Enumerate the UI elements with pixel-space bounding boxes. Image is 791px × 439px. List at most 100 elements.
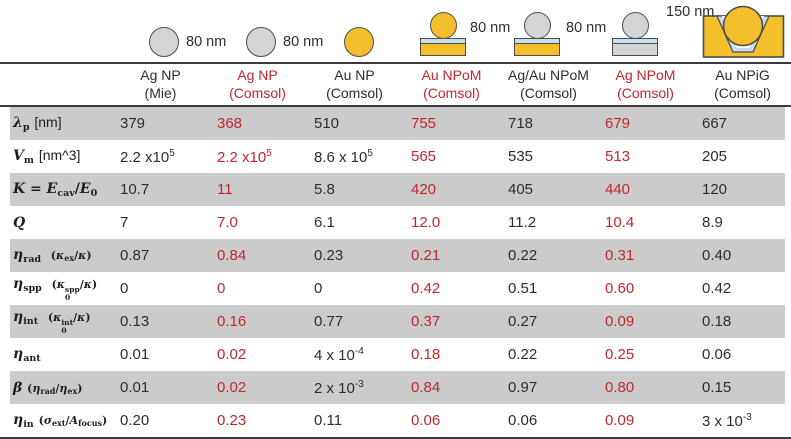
value-cell: 0.06 bbox=[508, 412, 538, 429]
column-title: Ag NP bbox=[140, 66, 181, 83]
value-cell: 8.6 x 105 bbox=[314, 147, 373, 166]
value-cell: 0.06 bbox=[411, 412, 441, 429]
value-cell: 7.0 bbox=[217, 214, 238, 231]
value-cell: 0.11 bbox=[314, 412, 343, 429]
column-title: Au NPoM bbox=[421, 66, 482, 83]
value-cell: 0.13 bbox=[120, 313, 150, 330]
value-cell: 0.77 bbox=[314, 313, 344, 330]
value-cell: 4 x 10-4 bbox=[314, 345, 364, 364]
ag-npom-icon bbox=[612, 12, 658, 58]
value-cell: 0.84 bbox=[411, 379, 441, 396]
value-cell: 2.2 x105 bbox=[120, 147, 175, 166]
size-label-150nm: 150 nm bbox=[666, 4, 715, 20]
value-cell: 0.06 bbox=[702, 346, 732, 363]
silver-mirror-icon bbox=[612, 44, 658, 56]
value-cell: 0.22 bbox=[508, 346, 538, 363]
value-cell: 3 x 10-3 bbox=[702, 411, 752, 430]
row-label: ηant bbox=[13, 345, 41, 364]
value-cell: 2 x 10-3 bbox=[314, 378, 364, 397]
size-label-80nm: 80 nm bbox=[470, 20, 511, 36]
row-label: ηspp (κ spp 0/κ) bbox=[13, 275, 98, 302]
column-method: (Comsol) bbox=[229, 84, 286, 101]
table-row: ηspp (κ spp 0/κ) 0 0 0 0.42 0.51 0.60 0.42 bbox=[0, 272, 791, 305]
value-cell: 0.02 bbox=[217, 379, 247, 396]
column-method: (Comsol) bbox=[423, 84, 480, 101]
value-cell: 510 bbox=[314, 115, 340, 132]
column-method: (Mie) bbox=[144, 84, 177, 101]
au-np-sphere-icon bbox=[344, 27, 374, 57]
row-label: K = Ecav/E0 bbox=[13, 180, 98, 199]
gold-mirror-icon bbox=[420, 44, 466, 56]
value-cell: 0.40 bbox=[702, 247, 732, 264]
value-cell: 5.8 bbox=[314, 181, 335, 198]
table-header-row: Ag NP (Mie) Ag NP (Comsol) Au NP (Comsol… bbox=[0, 62, 791, 107]
value-cell: 0.60 bbox=[605, 280, 635, 297]
column-method: (Comsol) bbox=[520, 84, 577, 101]
au-npig-groove-icon bbox=[702, 5, 785, 58]
table-row: β (ηrad/ηex) 0.01 0.02 2 x 10-3 0.84 0.97 0.80… bbox=[0, 371, 791, 404]
value-cell: 0.15 bbox=[702, 379, 732, 396]
table-row: ηint (κ int 0/κ) 0.13 0.16 0.77 0.37 0.27 0.09 0.… bbox=[0, 305, 791, 338]
value-cell: 0.23 bbox=[314, 247, 344, 264]
value-cell: 0.21 bbox=[411, 247, 441, 264]
value-cell: 0.87 bbox=[120, 247, 150, 264]
value-cell: 7 bbox=[120, 214, 129, 231]
value-cell: 0.09 bbox=[605, 412, 635, 429]
column-method: (Comsol) bbox=[326, 84, 383, 101]
gold-mirror-icon bbox=[514, 44, 560, 56]
column-header-ag-np-mie: Ag NP (Mie) bbox=[112, 67, 209, 103]
table-row: ηin (σext/Afocus) 0.20 0.23 0.11 0.06 0.06 0.0… bbox=[0, 404, 791, 437]
row-label: ηrad (κex/κ) bbox=[13, 246, 92, 265]
table-body: λp [nm] 379 368 510 755 718 679 667 Vm [nm^3] 2.2… bbox=[0, 107, 791, 439]
value-cell: 0.01 bbox=[120, 379, 150, 396]
table-row: K = Ecav/E0 10.7 11 5.8 420 405 440 120 bbox=[0, 173, 791, 206]
value-cell: 0.18 bbox=[702, 313, 732, 330]
column-title: Ag/Au NPoM bbox=[508, 66, 589, 83]
value-cell: 0.97 bbox=[508, 379, 538, 396]
value-cell: 0.18 bbox=[411, 346, 441, 363]
value-cell: 0 bbox=[314, 280, 323, 297]
table-row: Vm [nm^3] 2.2 x105 2.2 x105 8.6 x 105 565 535… bbox=[0, 140, 791, 173]
value-cell: 11 bbox=[217, 181, 233, 198]
value-cell: 0.22 bbox=[508, 247, 538, 264]
value-cell: 10.4 bbox=[605, 214, 635, 231]
column-header-ag-au-npom-comsol: Ag/Au NPoM (Comsol) bbox=[500, 67, 597, 103]
column-header-au-npom-comsol: Au NPoM (Comsol) bbox=[403, 67, 500, 103]
table-row: λp [nm] 379 368 510 755 718 679 667 bbox=[0, 107, 791, 140]
au-npom-icon bbox=[420, 12, 466, 58]
value-cell: 11.2 bbox=[508, 214, 537, 231]
silver-ball-icon bbox=[621, 12, 649, 39]
value-cell: 0.20 bbox=[120, 412, 150, 429]
value-cell: 513 bbox=[605, 148, 631, 165]
value-cell: 0.37 bbox=[411, 313, 441, 330]
value-cell: 0 bbox=[217, 280, 226, 297]
column-method: (Comsol) bbox=[714, 84, 771, 101]
value-cell: 8.9 bbox=[702, 214, 723, 231]
silver-ball-icon bbox=[523, 12, 551, 39]
value-cell: 368 bbox=[217, 115, 243, 132]
value-cell: 6.1 bbox=[314, 214, 335, 231]
column-method: (Comsol) bbox=[617, 84, 674, 101]
value-cell: 718 bbox=[508, 115, 534, 132]
value-cell: 0.31 bbox=[605, 247, 635, 264]
value-cell: 0.02 bbox=[217, 346, 247, 363]
row-label: β (ηrad/ηex) bbox=[13, 379, 83, 396]
value-cell: 679 bbox=[605, 115, 631, 132]
value-cell: 0.01 bbox=[120, 346, 150, 363]
column-header-ag-npom-comsol: Ag NPoM (Comsol) bbox=[597, 67, 694, 103]
value-cell: 0.80 bbox=[605, 379, 635, 396]
ag-np-sphere-icon bbox=[149, 27, 179, 57]
size-label-80nm: 80 nm bbox=[566, 20, 607, 36]
size-label-80nm: 80 nm bbox=[283, 34, 324, 50]
value-cell: 535 bbox=[508, 148, 534, 165]
value-cell: 405 bbox=[508, 181, 534, 198]
table-row: ηant 0.01 0.02 4 x 10-4 0.18 0.22 0.25 0.06 bbox=[0, 338, 791, 371]
value-cell: 565 bbox=[411, 148, 437, 165]
column-title: Ag NPoM bbox=[615, 66, 676, 83]
gold-ball-icon bbox=[429, 12, 457, 39]
value-cell: 0.27 bbox=[508, 313, 538, 330]
row-label: λp [nm] bbox=[13, 114, 62, 133]
column-header-au-npig-comsol: Au NPiG (Comsol) bbox=[694, 67, 791, 103]
value-cell: 755 bbox=[411, 115, 437, 132]
size-label-80nm: 80 nm bbox=[186, 34, 227, 50]
